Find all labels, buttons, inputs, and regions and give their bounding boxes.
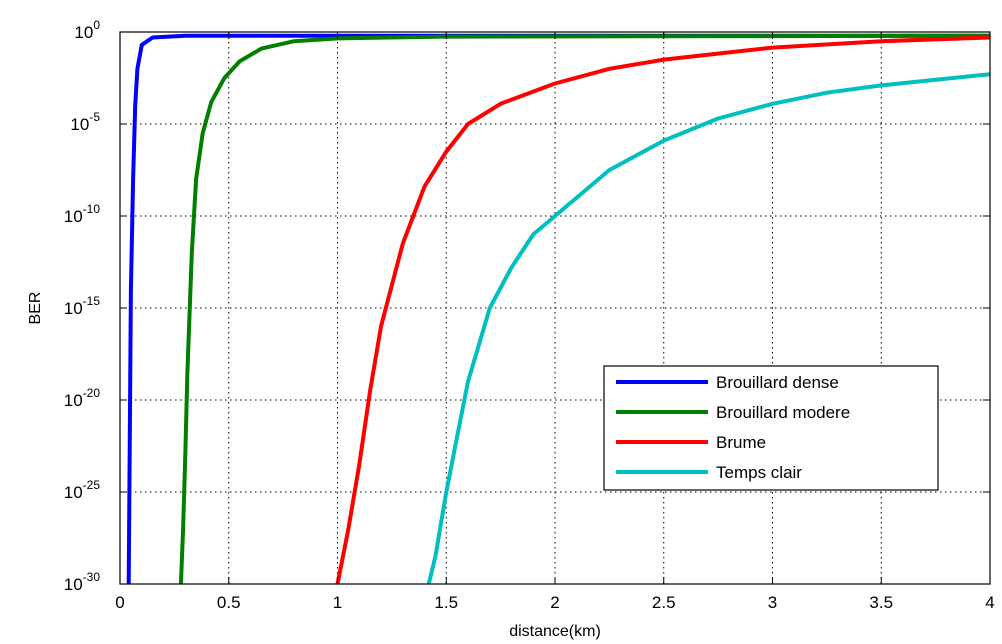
x-tick-label: 3.5	[869, 593, 893, 612]
y-tick-label: 10-10	[64, 202, 101, 226]
series-lines	[126, 33, 991, 585]
series-line-1	[178, 33, 991, 585]
x-tick-label: 2.5	[652, 593, 676, 612]
y-tick-labels: 10-30 10-25 10-20 10-15 10-10 10-5 100	[64, 18, 101, 594]
legend-label-1: Brouillard modere	[716, 403, 850, 422]
y-tick-label: 10-25	[64, 478, 101, 502]
x-tick-label: 2	[550, 593, 559, 612]
legend-items: Brouillard dense Brouillard modere Brume Te…	[616, 373, 850, 482]
x-tick-label: 0.5	[217, 593, 241, 612]
y-tick-label: 10-30	[64, 570, 101, 594]
legend: Brouillard dense Brouillard modere Brume Te…	[603, 365, 939, 491]
legend-label-0: Brouillard dense	[716, 373, 839, 392]
x-tick-labels: 0 0.5 1 1.5 2 2.5 3 3.5 4	[115, 593, 994, 612]
y-axis-label: BER	[27, 292, 44, 325]
axis-ticks	[119, 31, 991, 585]
x-tick-label: 1.5	[434, 593, 458, 612]
legend-box	[603, 365, 939, 491]
series-line-2	[335, 35, 991, 585]
legend-label-2: Brume	[716, 433, 766, 452]
series-line-0	[126, 33, 990, 585]
legend-label-3: Temps clair	[716, 463, 802, 482]
y-tick-label: 100	[74, 18, 100, 42]
y-tick-label: 10-20	[64, 386, 101, 410]
y-tick-label: 10-15	[64, 294, 101, 318]
x-tick-label: 0	[115, 593, 124, 612]
x-tick-label: 3	[768, 593, 777, 612]
y-tick-label: 10-5	[70, 110, 100, 134]
x-tick-label: 1	[333, 593, 342, 612]
x-tick-label: 4	[985, 593, 994, 612]
series-line-3	[426, 72, 991, 585]
x-axis-label: distance(km)	[509, 623, 601, 640]
